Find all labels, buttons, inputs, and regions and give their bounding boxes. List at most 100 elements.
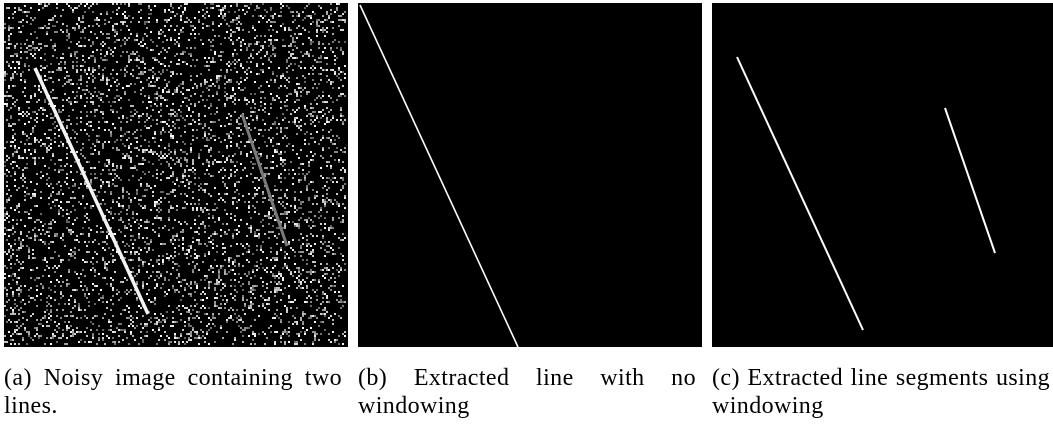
noise-pixel [68,187,70,189]
noise-pixel [106,81,108,83]
noise-pixel [26,51,28,53]
noise-pixel [334,39,336,41]
noise-pixel [310,159,312,161]
noise-pixel [120,129,122,131]
noise-pixel [148,243,150,245]
noise-pixel [180,135,182,137]
noise-pixel [276,275,278,277]
noise-pixel [338,15,340,17]
noise-pixel [80,203,82,205]
noise-pixel [198,337,200,339]
noise-pixel [46,309,48,311]
noise-pixel [298,25,300,27]
noise-pixel [302,321,304,323]
noise-pixel [274,289,276,291]
noise-pixel [30,133,32,135]
noise-pixel [70,41,72,43]
noise-pixel [108,161,110,163]
noise-pixel [130,333,132,335]
noise-pixel [70,171,72,173]
noise-pixel [194,203,196,205]
noise-pixel [324,217,326,219]
noise-pixel [102,117,104,119]
noise-pixel [134,39,136,41]
noise-pixel [250,287,252,289]
noise-pixel [288,335,290,337]
noise-pixel [182,173,184,175]
noise-pixel [6,47,8,49]
noise-pixel [86,187,88,189]
noise-pixel [176,161,178,163]
noise-pixel [224,77,226,79]
noise-pixel [340,79,342,81]
noise-pixel [94,285,96,287]
noise-pixel [150,105,152,107]
noise-pixel [204,191,206,193]
noise-pixel [344,19,346,21]
noise-pixel [58,171,60,173]
noise-pixel [330,225,332,227]
noise-pixel [28,107,30,109]
noise-pixel [160,139,162,141]
noise-pixel [210,61,212,63]
noise-pixel [82,31,84,33]
noise-pixel [152,223,154,225]
noise-pixel [324,57,326,59]
noise-pixel [176,13,178,15]
noise-pixel [138,271,140,273]
noise-pixel [164,35,166,37]
noise-pixel [288,295,290,297]
noise-pixel [260,177,262,179]
noise-pixel [144,227,146,229]
noise-pixel [296,93,298,95]
noise-pixel [230,33,232,35]
noise-pixel [218,75,220,77]
noise-pixel [120,45,122,47]
noise-pixel [132,105,134,107]
noise-pixel [338,205,340,207]
noise-pixel [252,111,254,113]
noise-pixel [248,327,250,329]
noise-pixel [14,273,16,275]
noise-pixel [136,213,138,215]
noise-pixel [50,139,52,141]
noise-pixel [260,245,262,247]
noise-pixel [54,141,56,143]
noise-pixel [304,143,306,145]
noise-pixel [150,101,152,103]
noise-pixel [182,61,184,63]
noise-pixel [240,151,242,153]
noise-pixel [332,227,334,229]
noise-pixel [34,119,36,121]
noise-pixel [238,27,240,29]
noise-pixel [104,67,106,69]
noise-pixel [182,341,184,343]
noise-pixel [58,63,60,65]
noise-pixel [24,87,26,89]
noise-pixel [18,319,20,321]
noise-pixel [268,327,270,329]
noise-pixel [248,43,250,45]
noise-pixel [212,135,214,137]
noise-pixel [72,83,74,85]
noise-pixel [138,21,140,23]
noise-pixel [180,281,182,283]
noise-pixel [298,65,300,67]
noise-pixel [156,261,158,263]
noise-pixel [118,213,120,215]
noise-pixel [32,43,34,45]
noise-pixel [28,249,30,251]
noise-pixel [36,285,38,287]
noise-pixel [306,245,308,247]
noise-pixel [178,85,180,87]
noise-pixel [182,51,184,53]
noise-pixel [226,319,228,321]
noise-pixel [294,281,296,283]
noise-pixel [276,95,278,97]
noise-pixel [200,95,202,97]
noise-pixel [80,331,82,333]
noise-pixel [20,75,22,77]
noise-pixel [44,75,46,77]
noise-pixel [228,259,230,261]
noise-pixel [254,285,256,287]
